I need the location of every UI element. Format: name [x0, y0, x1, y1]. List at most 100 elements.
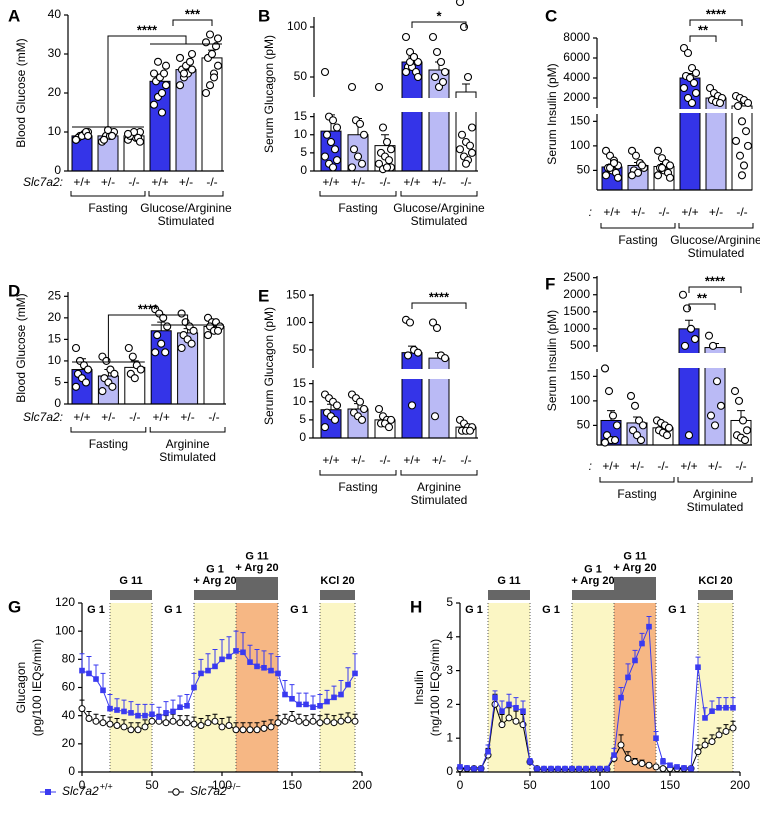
group-bracket [149, 427, 226, 433]
panel-label: F [545, 274, 555, 293]
marker [233, 648, 239, 654]
significance-bracket [689, 35, 717, 42]
error-bar [205, 653, 211, 671]
marker [499, 708, 505, 714]
data-point [742, 426, 752, 435]
data-point [98, 387, 107, 396]
group-label: Fasting [338, 480, 377, 494]
data-point [440, 67, 450, 77]
y-tick-label: 4 [446, 629, 453, 643]
error-bar [226, 636, 232, 657]
group-bracket [400, 191, 478, 197]
genotype-label: : [589, 459, 592, 473]
data-point [608, 411, 618, 420]
y-axis-label: Blood Glucose (mM) [14, 38, 28, 147]
error-bar [261, 650, 267, 668]
legend-marker [45, 789, 51, 795]
y-tick-label: 20 [48, 85, 62, 99]
data-point [153, 57, 163, 66]
y-axis-label: Serum Insulin (pM) [545, 63, 559, 164]
marker [246, 726, 254, 734]
marker [351, 717, 359, 725]
marker [113, 722, 121, 730]
data-point [731, 136, 741, 146]
stimulus-label: G 11 [623, 550, 646, 562]
marker [296, 701, 302, 708]
marker [303, 701, 309, 708]
marker [709, 708, 715, 714]
marker [694, 748, 702, 756]
genotype: +/- [101, 410, 115, 424]
panel-label: H [410, 597, 422, 616]
marker [512, 717, 520, 725]
group-label: Stimulated [687, 500, 744, 514]
y-tick-label: 15 [293, 376, 307, 390]
genotype: +/- [351, 175, 365, 189]
data-point [149, 100, 159, 109]
y-tick-label: 2000 [563, 287, 590, 301]
data-point [604, 387, 614, 396]
y-tick-label: 1500 [563, 304, 590, 318]
data-point [743, 141, 753, 150]
data-point [382, 137, 392, 147]
data-point [430, 412, 440, 421]
legend-label-sup: −/− [228, 781, 241, 791]
marker [555, 765, 561, 772]
genotype: -/- [128, 175, 139, 189]
marker [121, 708, 127, 715]
y-tick-label: 500 [570, 338, 590, 352]
data-point [179, 69, 189, 78]
data-point [679, 83, 689, 93]
stimulus-label: G 11 [119, 575, 142, 587]
group-label: Glucose/Arginine [670, 233, 760, 247]
y-tick-label: 25 [48, 288, 62, 302]
data-point [123, 129, 133, 138]
genotype: +/+ [73, 410, 90, 424]
group-label: Glucose/Arginine [393, 201, 485, 215]
data-point [407, 401, 417, 410]
marker [197, 722, 205, 730]
y-tick-label: 50 [577, 418, 591, 432]
genotype: +/+ [603, 205, 620, 219]
group-label: Stimulated [158, 214, 215, 228]
axis-break-gap [314, 369, 479, 379]
marker [729, 724, 737, 732]
marker [190, 720, 198, 728]
data-point [686, 324, 696, 333]
data-point [741, 127, 751, 136]
data-point [328, 116, 338, 125]
data-point [631, 151, 641, 160]
data-point [201, 88, 211, 98]
y-tick-label: 0 [54, 396, 61, 410]
data-point [403, 351, 413, 360]
panel-label: A [8, 6, 20, 25]
y-tick-label: 15 [294, 109, 308, 123]
data-point [455, 145, 465, 154]
data-point [637, 161, 647, 170]
marker [624, 754, 632, 762]
data-point [353, 152, 363, 161]
data-point [81, 378, 91, 387]
panel-label: D [8, 281, 20, 300]
group-label: Arginine [166, 437, 210, 451]
x-tick-label: 200 [730, 778, 750, 792]
marker [527, 759, 533, 765]
group-bracket [677, 477, 753, 483]
data-point [680, 341, 690, 350]
genotype: +/- [101, 175, 115, 189]
data-point [401, 67, 411, 77]
data-point [332, 401, 342, 410]
data-point [207, 49, 217, 59]
marker [79, 667, 85, 674]
significance-label: * [436, 8, 442, 23]
data-point [128, 352, 137, 361]
legend-marker [172, 788, 180, 796]
marker [316, 719, 324, 727]
data-point [209, 73, 219, 82]
y-tick-label: 50 [577, 163, 591, 177]
marker [688, 765, 694, 772]
genotype: -/- [206, 175, 217, 189]
y-tick-label: 60 [62, 680, 76, 694]
data-point [161, 348, 170, 357]
